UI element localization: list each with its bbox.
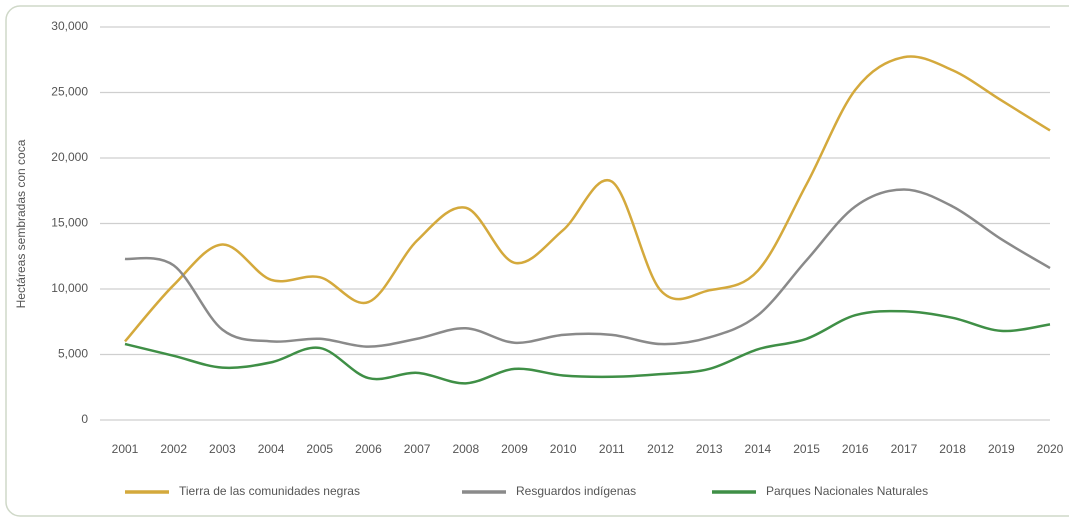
x-tick-label: 2011 xyxy=(599,442,625,456)
series-line xyxy=(124,309,1051,385)
y-tick-label: 20,000 xyxy=(51,150,88,164)
y-tick-label: 30,000 xyxy=(51,19,88,33)
series-line xyxy=(124,188,1051,348)
x-tick-label: 2012 xyxy=(647,442,674,456)
x-tick-label: 2007 xyxy=(404,442,431,456)
x-tick-label: 2013 xyxy=(696,442,723,456)
x-tick-label: 2001 xyxy=(112,442,139,456)
y-tick-label: 15,000 xyxy=(51,216,88,230)
x-tick-label: 2003 xyxy=(209,442,236,456)
y-tick-label: 10,000 xyxy=(51,281,88,295)
y-axis-label: Hectáreas sembradas con coca xyxy=(14,139,28,308)
frame xyxy=(5,5,1069,517)
x-tick-label: 2017 xyxy=(891,442,918,456)
x-tick-label: 2008 xyxy=(452,442,479,456)
x-tick-label: 2002 xyxy=(160,442,187,456)
x-tick-label: 2016 xyxy=(842,442,869,456)
series-line xyxy=(124,55,1051,343)
x-tick-label: 2004 xyxy=(258,442,285,456)
legend-label: Resguardos indígenas xyxy=(516,484,636,498)
y-tick-label: 0 xyxy=(81,412,88,426)
legend-label: Tierra de las comunidades negras xyxy=(179,484,360,498)
x-tick-label: 2015 xyxy=(793,442,820,456)
x-tick-label: 2020 xyxy=(1037,442,1064,456)
x-tick-label: 2009 xyxy=(501,442,528,456)
x-tick-label: 2018 xyxy=(939,442,966,456)
x-tick-label: 2014 xyxy=(745,442,772,456)
x-tick-label: 2010 xyxy=(550,442,577,456)
x-tick-label: 2005 xyxy=(306,442,333,456)
x-tick-label: 2006 xyxy=(355,442,382,456)
y-tick-label: 5,000 xyxy=(58,347,88,361)
y-tick-label: 25,000 xyxy=(51,85,88,99)
x-tick-label: 2019 xyxy=(988,442,1015,456)
legend-label: Parques Nacionales Naturales xyxy=(766,484,928,498)
